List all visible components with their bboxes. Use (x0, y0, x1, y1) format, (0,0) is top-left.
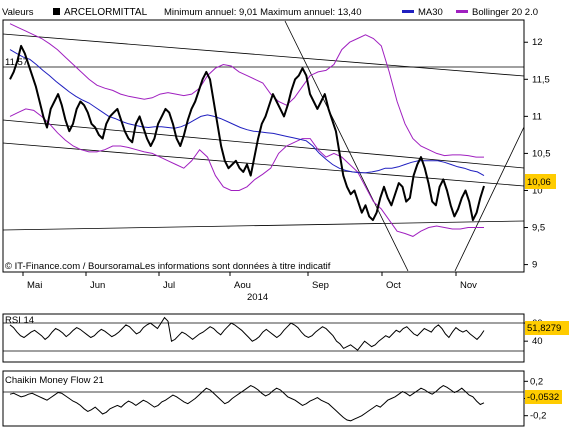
trend-line-lower (2, 142, 525, 187)
ma-legend-swatch (402, 10, 414, 13)
price-x-ticks (22, 272, 457, 276)
ma30-line (9, 49, 485, 177)
rsi-last-box (525, 321, 569, 335)
valeurs-label: Valeurs (2, 7, 34, 18)
month-label: Nov (460, 280, 477, 291)
cmf-panel: Chaikin Money Flow 21 0,20-0,2 -0,0532 (2, 370, 562, 427)
price-y-tick-label: 12 (532, 37, 543, 48)
price-legend-swatch (53, 8, 60, 15)
cmf-last-box (525, 390, 562, 404)
rsi-y-tick-label: 40 (532, 336, 543, 347)
price-panel-frame (2, 19, 525, 273)
price-y-tick-label: 9,5 (532, 223, 545, 234)
price-y-tick-label: 10,5 (532, 148, 551, 159)
left-level-label: 11,57 (5, 57, 28, 68)
month-label: Aou (234, 280, 251, 291)
price-y-tick-label: 9 (532, 260, 537, 271)
descending-steep-line (284, 20, 409, 272)
annual-min-max: Minimum annuel: 9,01 Maximum annuel: 13,… (164, 7, 362, 18)
rsi-title: RSI 14 (5, 315, 34, 326)
bollinger-legend-swatch (456, 10, 468, 13)
chart-header: Valeurs ARCELORMITTAL Minimum annuel: 9,… (2, 7, 538, 18)
rsi-panel: RSI 14 6040 51,8279 (2, 313, 569, 363)
year-label: 2014 (247, 292, 268, 303)
month-label: Jul (163, 280, 175, 291)
price-y-axis: 12 11,5 11 10,5 10 9,5 9 (524, 37, 551, 271)
price-panel: 11,57 12 11,5 11 10,5 10 9,5 9 10,06 © IT-Fina… (2, 19, 556, 276)
bollinger-lower-band (9, 108, 484, 237)
bollinger-legend-label: Bollinger 20 2.0 (472, 7, 538, 18)
rsi-panel-frame (2, 313, 525, 363)
cmf-line (9, 385, 485, 422)
ma-legend-label: MA30 (418, 7, 443, 18)
month-labels: Mai Jun Jul Aou Sep Oct Nov (27, 280, 477, 291)
price-y-tick-label: 11 (532, 111, 542, 122)
cmf-y-tick-label: 0,2 (530, 376, 543, 387)
support-line (2, 220, 525, 231)
trend-lines (2, 20, 525, 272)
last-price-box (525, 174, 556, 189)
month-label: Sep (312, 280, 329, 291)
rsi-last-label: 51,8279 (527, 323, 561, 334)
ascending-steep-line (454, 126, 525, 272)
rsi-line (9, 316, 485, 351)
bollinger-upper-band (9, 23, 484, 158)
price-line (9, 44, 485, 222)
month-label: Oct (386, 280, 401, 291)
cmf-title: Chaikin Money Flow 21 (5, 375, 104, 386)
trend-line-middle (2, 119, 525, 169)
cmf-last-label: -0,0532 (527, 392, 559, 403)
source-footer: © IT-Finance.com / BoursoramaLes informa… (5, 261, 331, 272)
cmf-y-tick-label: -0,2 (530, 411, 546, 422)
last-price-label: 10,06 (527, 177, 551, 188)
price-y-tick-label: 11,5 (532, 74, 550, 85)
price-y-tick-label: 10 (532, 185, 543, 196)
trend-line-upper (2, 33, 525, 77)
month-label: Jun (90, 280, 105, 291)
month-label: Mai (27, 280, 42, 291)
instrument-name: ARCELORMITTAL (64, 7, 148, 18)
